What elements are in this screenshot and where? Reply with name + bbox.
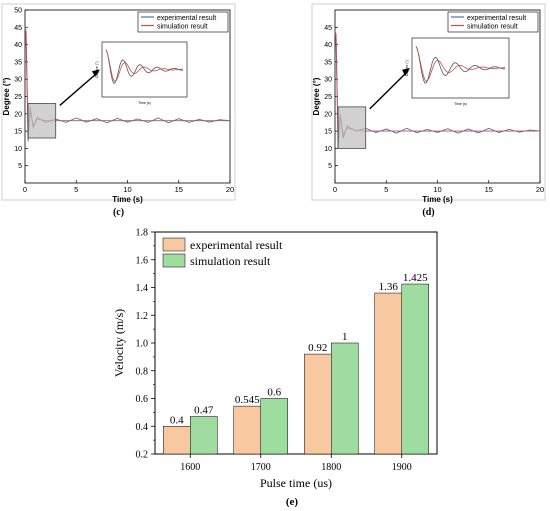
- bar-experimental: [374, 292, 402, 455]
- y-axis-label: Degree (°): [2, 77, 11, 115]
- zoom-arrow-head: [92, 69, 100, 77]
- data-label: 0.47: [194, 405, 214, 417]
- y-tick-label: 30: [14, 77, 22, 84]
- legend-label: simulation result: [190, 254, 271, 268]
- x-tick-label: 1600: [180, 462, 200, 473]
- x-tick-label: 15: [485, 185, 493, 194]
- y-tick-label: 0.2: [136, 450, 149, 461]
- y-tick-label: 1.0: [136, 339, 149, 350]
- y-axis-label: Velocity (m/s): [112, 309, 126, 377]
- legend-label: simulation result: [157, 24, 208, 31]
- y-tick-label: 0.6: [136, 394, 149, 405]
- y-tick-label: 10: [324, 146, 332, 153]
- data-label: 0.545: [235, 394, 260, 406]
- x-tick-label: 15: [175, 185, 183, 194]
- inset-y-label: Degree (°): [405, 60, 409, 76]
- y-tick-label: 40: [324, 42, 332, 49]
- legend: [447, 11, 539, 33]
- x-tick-label: 20: [536, 185, 544, 194]
- inset-series-simulation: [105, 49, 184, 82]
- bar-experimental: [163, 426, 191, 455]
- y-tick-label: 5: [328, 163, 332, 170]
- legend: [137, 11, 229, 33]
- bar-experimental: [304, 353, 332, 455]
- x-tick-label: 5: [384, 185, 388, 194]
- y-tick-label: 45: [14, 25, 22, 32]
- x-tick-label: 5: [74, 185, 78, 194]
- bar-simulation: [260, 398, 288, 455]
- x-axis-label: Pulse time (us): [260, 476, 332, 490]
- y-tick-label: 20: [14, 111, 22, 118]
- panel-d-frame: [311, 3, 546, 201]
- y-tick-label: 15: [14, 129, 22, 136]
- inset-x-label: Time (s): [138, 101, 151, 105]
- bar-simulation: [401, 283, 429, 455]
- x-tick-label: 20: [226, 185, 234, 194]
- y-axis-label: Degree (°): [312, 77, 321, 115]
- y-tick-label: 25: [324, 94, 332, 101]
- panel-d: 0 5 10 15 20 5 10 15 20 25 30 35 40 45 Time (s) Degree …: [311, 3, 546, 218]
- x-tick-label: 10: [433, 185, 441, 194]
- y-tick-label: 30: [324, 77, 332, 84]
- zoom-arrow: [369, 70, 409, 110]
- bar-simulation: [331, 342, 359, 455]
- x-tick-label: 0: [333, 185, 337, 194]
- y-tick-label: 15: [324, 129, 332, 136]
- panel-c: 0 5 10 15 20 5 10 15 20 25 30 35 40 45 50 Time (s) Degre…: [1, 3, 236, 218]
- panel-e-caption: (e): [286, 496, 299, 508]
- inset-series-simulation: [415, 45, 506, 82]
- x-tick-label: 1800: [321, 462, 341, 473]
- panel-c-caption: (c): [113, 207, 124, 218]
- legend-swatch: [162, 253, 186, 268]
- zoom-arrow-head: [402, 68, 410, 76]
- x-tick-label: 0: [23, 185, 27, 194]
- y-tick-label: 20: [324, 111, 332, 118]
- y-tick-label: 40: [14, 42, 22, 49]
- y-tick-label: 0.8: [136, 366, 149, 377]
- panel-e: 0.2 0.4 0.6 0.8 1.0 1.2 1.4 1.6 1.8 Velocity (m/s…: [112, 228, 438, 508]
- y-tick-label: 50: [14, 8, 22, 15]
- y-tick-label: 10: [14, 146, 22, 153]
- inset-x-label: Time (s): [454, 102, 467, 106]
- legend-label: experimental result: [467, 15, 526, 22]
- legend-label: experimental result: [157, 15, 216, 22]
- y-tick-label: 1.8: [136, 228, 149, 239]
- legend-swatch: [162, 237, 186, 252]
- data-label: 1: [342, 331, 348, 343]
- x-axis-label: Time (s): [112, 195, 143, 204]
- y-tick-label: 5: [18, 163, 22, 170]
- x-tick-label: 1700: [251, 462, 271, 473]
- x-tick-label: 1900: [392, 462, 412, 473]
- zoom-highlight-box: [337, 106, 367, 149]
- data-label: 1.425: [403, 272, 428, 284]
- y-tick-label: 45: [324, 25, 332, 32]
- zoom-highlight-box: [27, 103, 57, 139]
- y-tick-label: 1.4: [136, 283, 149, 294]
- x-axis-label: Time (s): [422, 195, 453, 204]
- y-tick-label: 35: [324, 59, 332, 66]
- inset-y-label: Degree (°): [95, 61, 99, 77]
- bar-experimental: [233, 405, 261, 455]
- y-tick-label: 35: [14, 59, 22, 66]
- y-tick-label: 0.4: [136, 422, 149, 433]
- panel-c-frame: [1, 3, 236, 201]
- data-label: 0.6: [267, 387, 281, 399]
- x-tick-label: 10: [123, 185, 131, 194]
- data-label: 1.36: [379, 281, 399, 293]
- bar-simulation: [190, 416, 218, 455]
- data-label: 0.92: [308, 342, 327, 354]
- y-tick-label: 1.2: [136, 311, 149, 322]
- y-tick-label: 1.6: [136, 255, 149, 266]
- legend-label: simulation result: [467, 24, 518, 31]
- legend-label: experimental result: [190, 238, 283, 252]
- y-tick-label: 25: [14, 94, 22, 101]
- panel-d-caption: (d): [422, 207, 434, 218]
- zoom-arrow: [59, 71, 99, 106]
- data-label: 0.4: [170, 414, 184, 426]
